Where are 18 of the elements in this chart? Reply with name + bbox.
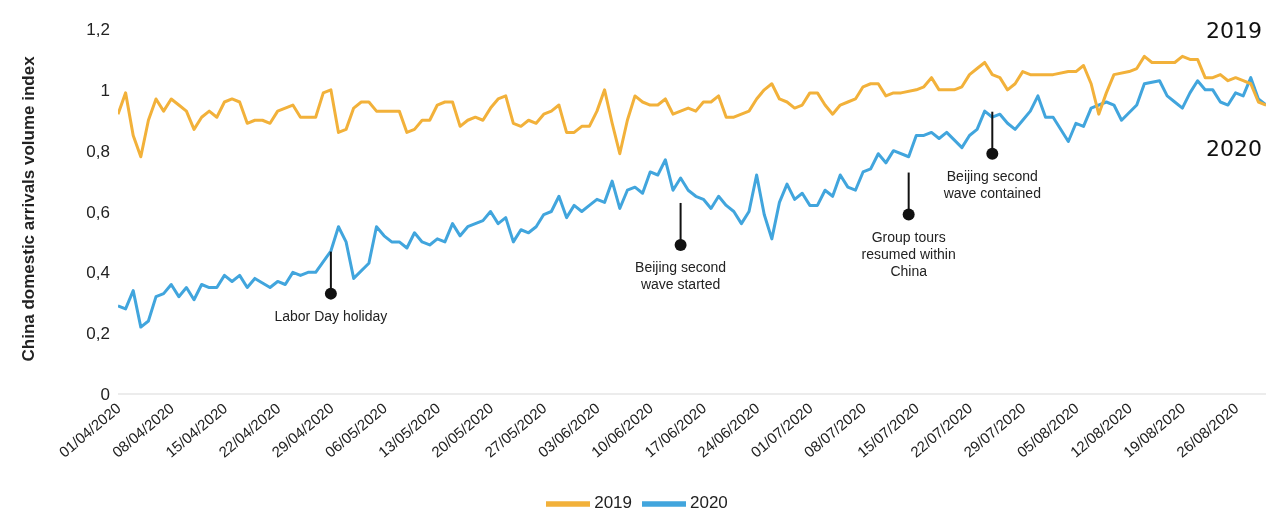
y-tick-label: 1 (100, 80, 110, 100)
y-tick-label: 0 (100, 385, 110, 405)
y-tick-label: 0,6 (86, 202, 110, 222)
text: 2020 (1206, 136, 1262, 161)
y-tick-label: 0,4 (86, 263, 110, 283)
line-series (118, 76, 1266, 329)
annotation: Beijing second wave started (635, 258, 727, 292)
y-axis-title: China domestic arrivals volume index (19, 55, 39, 362)
y-tick-label: 1,2 (86, 20, 110, 40)
annotation: Group tours resumed within China (861, 228, 956, 279)
annotation: Beijing second wave contained (942, 167, 1041, 201)
annotation: Labor Day holiday (274, 307, 388, 324)
text: 2019 (1206, 18, 1262, 43)
y-tick-label: 0,8 (86, 141, 110, 161)
line-series (118, 54, 1266, 159)
y-tick-label: 0,2 (86, 324, 110, 344)
legend-label: 2019 (594, 493, 632, 513)
legend-label: 2020 (690, 493, 728, 513)
